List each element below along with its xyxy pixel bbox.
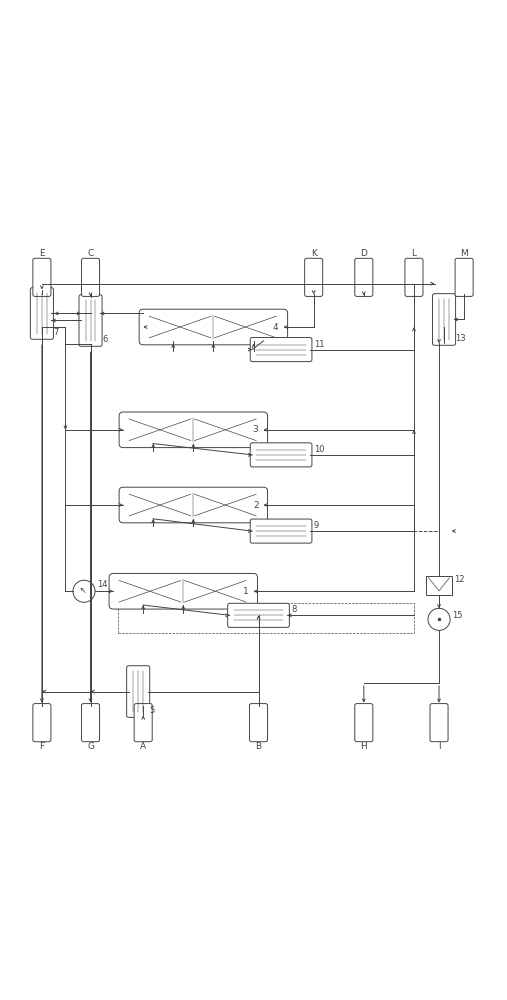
- Text: 7: 7: [53, 328, 59, 337]
- FancyBboxPatch shape: [82, 258, 99, 296]
- Circle shape: [428, 608, 450, 630]
- FancyBboxPatch shape: [455, 258, 473, 296]
- FancyBboxPatch shape: [249, 704, 268, 742]
- FancyBboxPatch shape: [82, 704, 99, 742]
- Text: 11: 11: [314, 340, 324, 349]
- Text: 2: 2: [253, 501, 259, 510]
- FancyBboxPatch shape: [33, 704, 51, 742]
- FancyBboxPatch shape: [355, 258, 373, 296]
- FancyBboxPatch shape: [79, 295, 102, 346]
- Text: 6: 6: [102, 335, 107, 344]
- Bar: [118, 603, 414, 633]
- Text: 15: 15: [452, 611, 462, 620]
- Text: G: G: [87, 742, 94, 751]
- Text: 8: 8: [292, 605, 297, 614]
- FancyBboxPatch shape: [119, 412, 268, 448]
- FancyBboxPatch shape: [250, 338, 312, 362]
- FancyBboxPatch shape: [355, 704, 373, 742]
- FancyBboxPatch shape: [405, 258, 423, 296]
- Text: I: I: [438, 742, 441, 751]
- FancyBboxPatch shape: [109, 573, 258, 609]
- FancyBboxPatch shape: [127, 666, 150, 717]
- FancyBboxPatch shape: [139, 309, 287, 345]
- Text: 14: 14: [97, 580, 107, 589]
- Text: 1: 1: [243, 587, 248, 596]
- Text: H: H: [360, 742, 367, 751]
- Text: 10: 10: [314, 445, 324, 454]
- FancyBboxPatch shape: [30, 288, 53, 339]
- Text: 5: 5: [150, 706, 155, 715]
- FancyBboxPatch shape: [33, 258, 51, 296]
- Text: B: B: [256, 742, 262, 751]
- Text: K: K: [311, 249, 316, 258]
- FancyBboxPatch shape: [305, 258, 322, 296]
- Text: D: D: [360, 249, 367, 258]
- Text: A: A: [140, 742, 146, 751]
- Text: F: F: [40, 742, 45, 751]
- FancyBboxPatch shape: [430, 704, 448, 742]
- Text: 12: 12: [454, 575, 464, 584]
- Bar: [426, 576, 452, 595]
- FancyBboxPatch shape: [250, 443, 312, 467]
- FancyBboxPatch shape: [250, 519, 312, 543]
- Text: 4: 4: [273, 323, 278, 332]
- FancyBboxPatch shape: [119, 487, 268, 523]
- Circle shape: [73, 580, 95, 602]
- Text: 3: 3: [253, 425, 259, 434]
- Text: L: L: [412, 249, 416, 258]
- Text: M: M: [460, 249, 468, 258]
- FancyBboxPatch shape: [134, 704, 152, 742]
- Text: E: E: [39, 249, 45, 258]
- FancyBboxPatch shape: [228, 603, 289, 627]
- FancyBboxPatch shape: [432, 294, 456, 345]
- Text: 9: 9: [314, 521, 319, 530]
- Text: 13: 13: [456, 334, 466, 343]
- Text: C: C: [87, 249, 94, 258]
